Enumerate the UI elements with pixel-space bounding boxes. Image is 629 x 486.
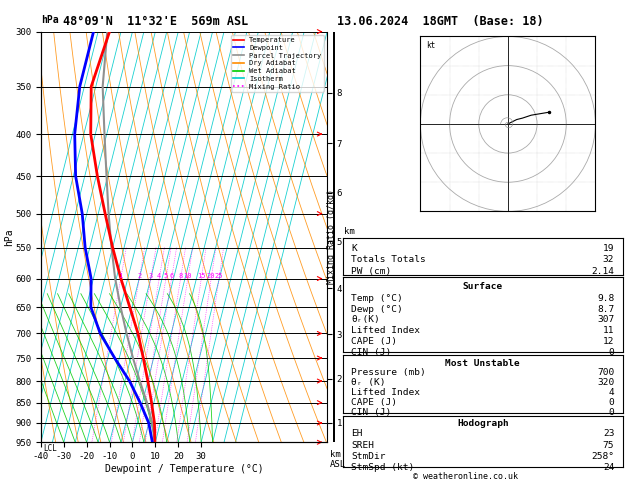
Text: 75: 75 bbox=[603, 440, 615, 450]
Text: PW (cm): PW (cm) bbox=[351, 267, 391, 276]
Text: StmDir: StmDir bbox=[351, 452, 386, 461]
Text: Most Unstable: Most Unstable bbox=[445, 359, 520, 368]
Text: EH: EH bbox=[351, 429, 363, 438]
Text: 32: 32 bbox=[603, 255, 615, 264]
Text: θᵣ (K): θᵣ (K) bbox=[351, 378, 386, 387]
Text: 2: 2 bbox=[137, 273, 142, 278]
Text: CIN (J): CIN (J) bbox=[351, 408, 391, 417]
Text: CAPE (J): CAPE (J) bbox=[351, 337, 397, 347]
Text: Temp (°C): Temp (°C) bbox=[351, 294, 403, 303]
Text: 3: 3 bbox=[148, 273, 153, 278]
Text: K: K bbox=[351, 243, 357, 253]
Legend: Temperature, Dewpoint, Parcel Trajectory, Dry Adiabat, Wet Adiabat, Isotherm, Mi: Temperature, Dewpoint, Parcel Trajectory… bbox=[231, 35, 323, 92]
Text: 13.06.2024  18GMT  (Base: 18): 13.06.2024 18GMT (Base: 18) bbox=[337, 15, 543, 28]
Text: 10: 10 bbox=[184, 273, 192, 278]
Text: 0: 0 bbox=[609, 408, 615, 417]
Text: 258°: 258° bbox=[591, 452, 615, 461]
Text: 0: 0 bbox=[609, 348, 615, 357]
Text: 12: 12 bbox=[603, 337, 615, 347]
Text: 8: 8 bbox=[179, 273, 182, 278]
Text: 2.14: 2.14 bbox=[591, 267, 615, 276]
Text: 700: 700 bbox=[597, 367, 615, 377]
Text: LCL: LCL bbox=[43, 444, 57, 453]
Y-axis label: km
ASL: km ASL bbox=[343, 227, 360, 246]
Text: 6: 6 bbox=[169, 273, 174, 278]
Text: 320: 320 bbox=[597, 378, 615, 387]
Text: Surface: Surface bbox=[463, 282, 503, 291]
Y-axis label: hPa: hPa bbox=[4, 228, 14, 246]
Text: Mixing Ratio (g/kg): Mixing Ratio (g/kg) bbox=[327, 190, 336, 284]
Text: 20: 20 bbox=[207, 273, 216, 278]
Text: SREH: SREH bbox=[351, 440, 374, 450]
Text: © weatheronline.co.uk: © weatheronline.co.uk bbox=[413, 472, 518, 481]
Text: 15: 15 bbox=[197, 273, 206, 278]
Text: 25: 25 bbox=[214, 273, 223, 278]
Text: 11: 11 bbox=[603, 327, 615, 335]
Text: Hodograph: Hodograph bbox=[457, 419, 509, 428]
Text: StmSpd (kt): StmSpd (kt) bbox=[351, 463, 415, 472]
Text: 0: 0 bbox=[609, 398, 615, 407]
Text: 4: 4 bbox=[609, 388, 615, 397]
Text: Dewp (°C): Dewp (°C) bbox=[351, 305, 403, 313]
Text: Lifted Index: Lifted Index bbox=[351, 327, 420, 335]
Text: 24: 24 bbox=[603, 463, 615, 472]
Text: 9.8: 9.8 bbox=[597, 294, 615, 303]
Text: Pressure (mb): Pressure (mb) bbox=[351, 367, 426, 377]
Text: km
ASL: km ASL bbox=[330, 450, 347, 469]
Text: kt: kt bbox=[426, 41, 435, 50]
X-axis label: Dewpoint / Temperature (°C): Dewpoint / Temperature (°C) bbox=[104, 464, 264, 474]
Text: Totals Totals: Totals Totals bbox=[351, 255, 426, 264]
Text: 8.7: 8.7 bbox=[597, 305, 615, 313]
Text: CAPE (J): CAPE (J) bbox=[351, 398, 397, 407]
Text: 4: 4 bbox=[157, 273, 161, 278]
Text: 19: 19 bbox=[603, 243, 615, 253]
Text: 5: 5 bbox=[164, 273, 168, 278]
Text: Lifted Index: Lifted Index bbox=[351, 388, 420, 397]
Text: 1: 1 bbox=[119, 273, 123, 278]
Text: θᵣ(K): θᵣ(K) bbox=[351, 315, 380, 325]
Text: 307: 307 bbox=[597, 315, 615, 325]
Text: CIN (J): CIN (J) bbox=[351, 348, 391, 357]
Text: hPa: hPa bbox=[41, 15, 58, 25]
Text: 48°09'N  11°32'E  569m ASL: 48°09'N 11°32'E 569m ASL bbox=[63, 15, 248, 28]
Text: 23: 23 bbox=[603, 429, 615, 438]
